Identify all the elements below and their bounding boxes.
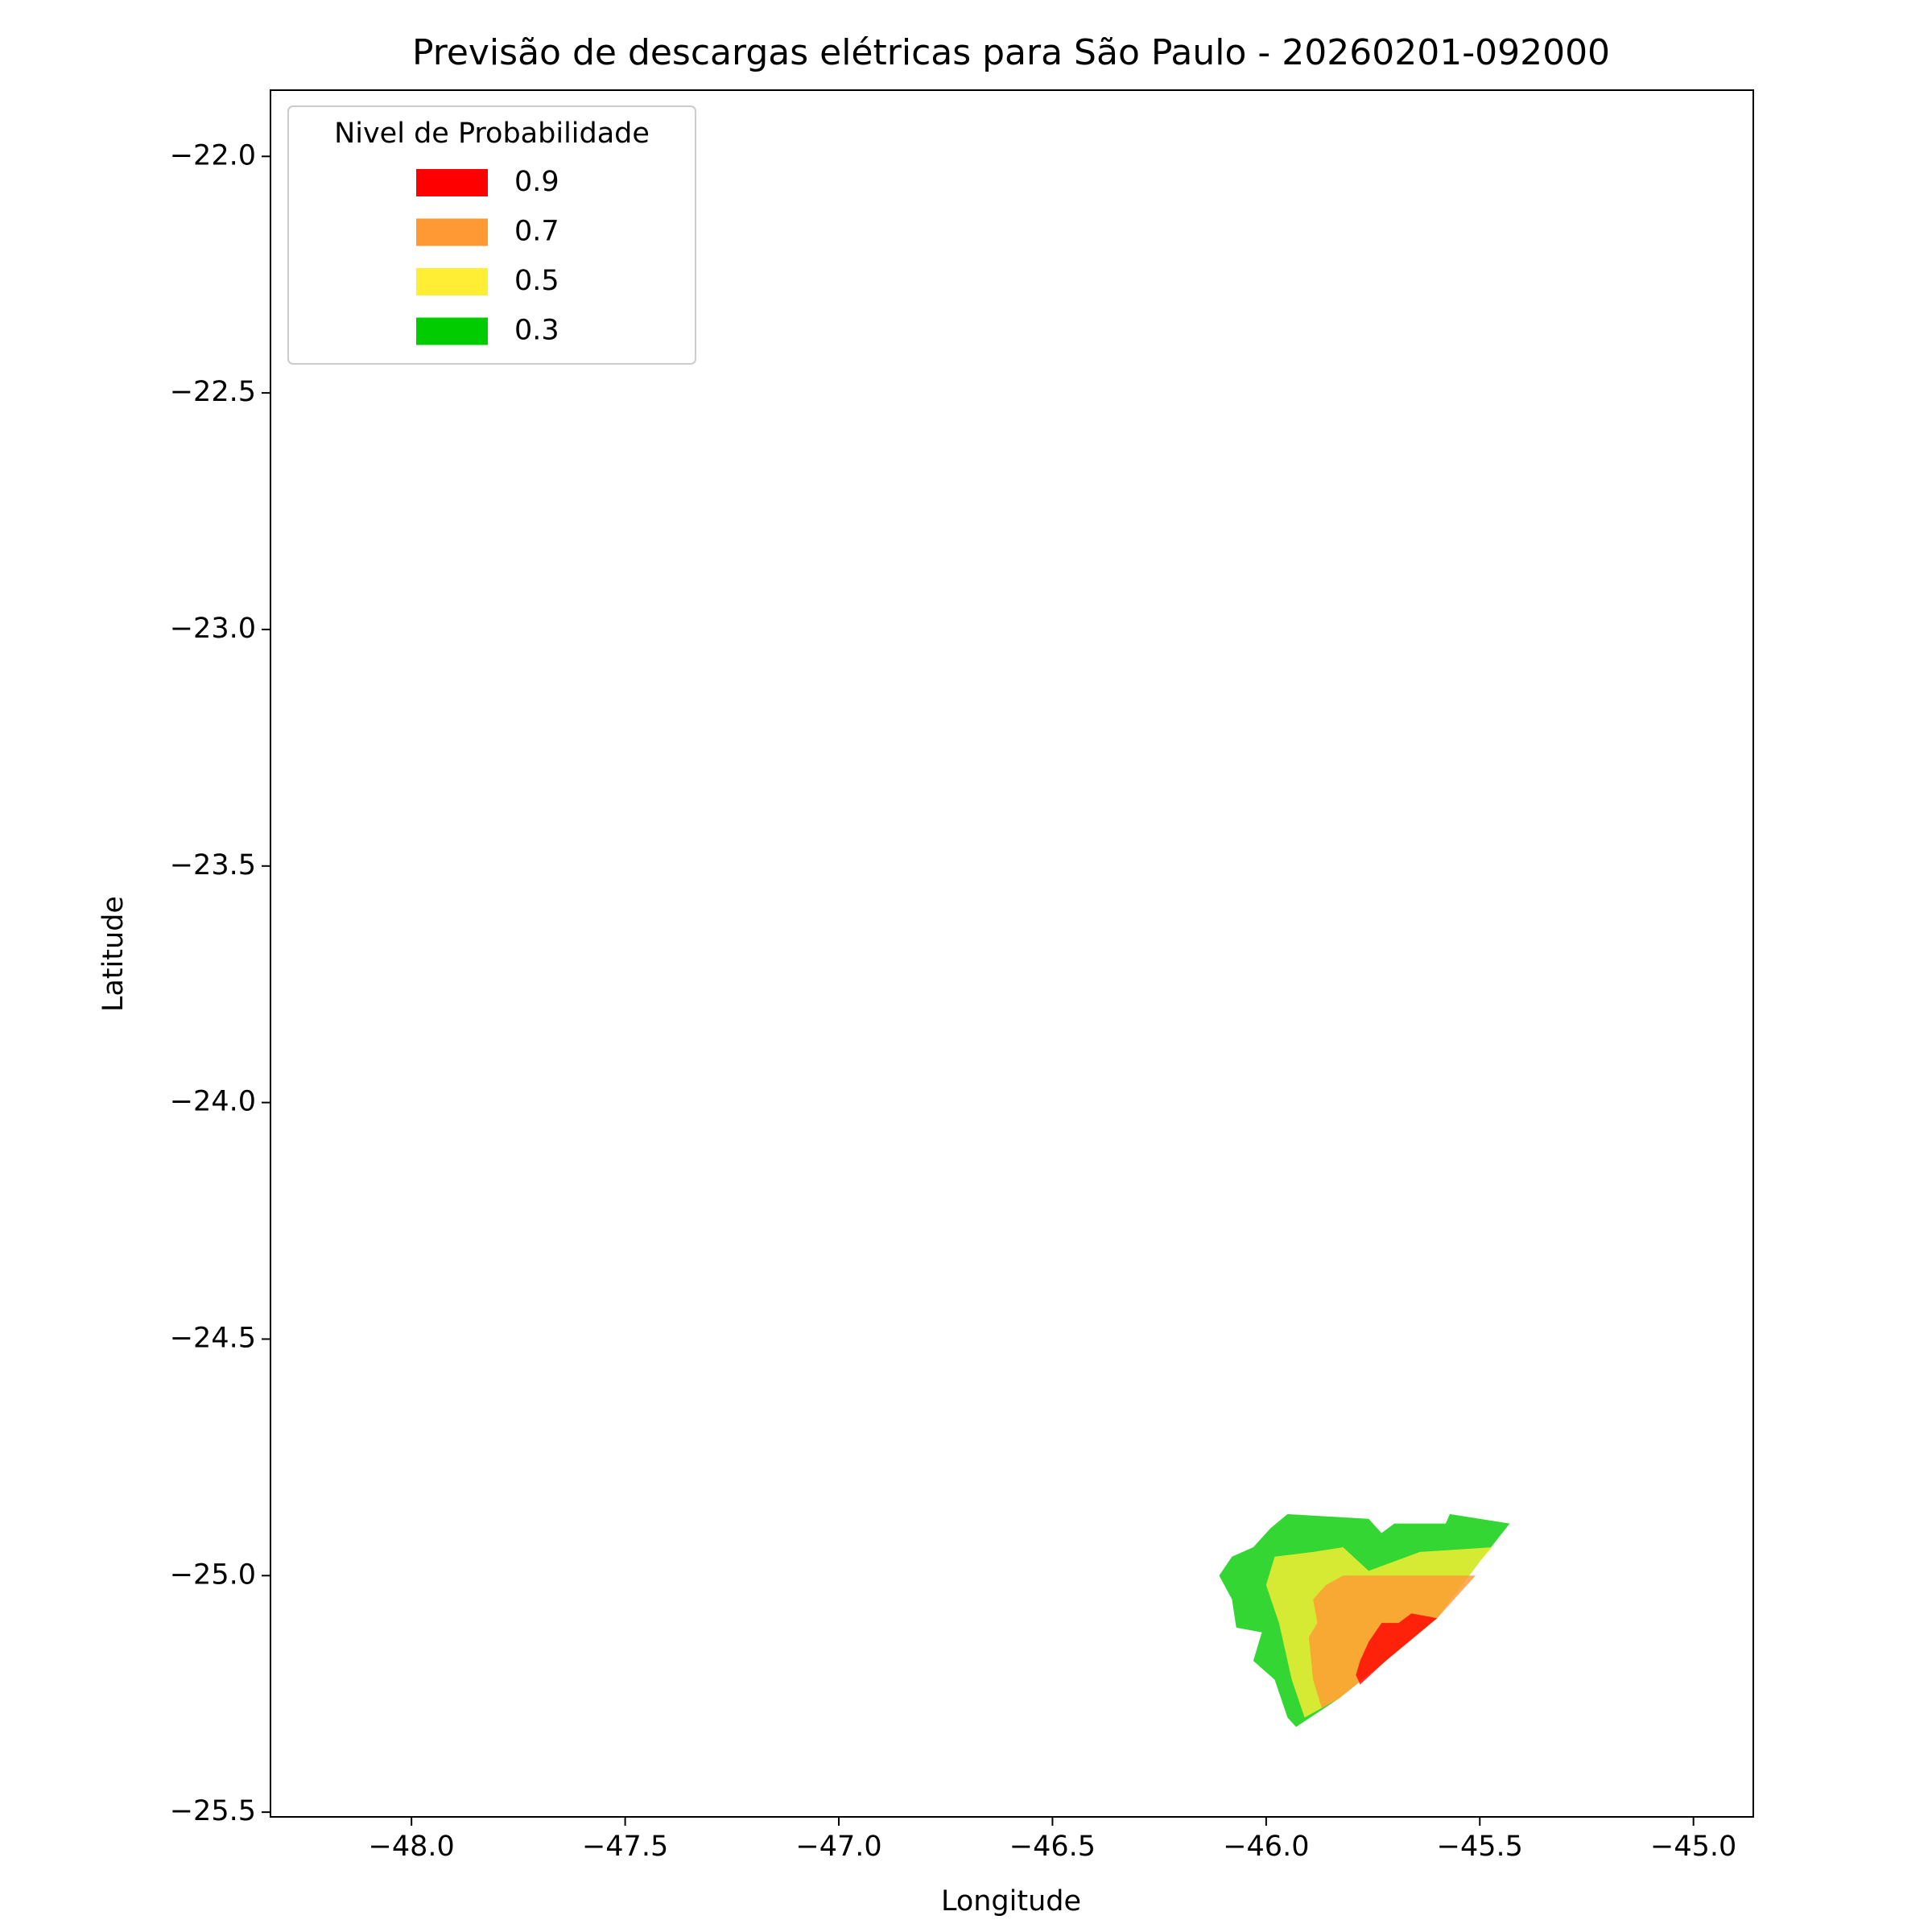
contour-region [1356,1613,1438,1685]
legend-swatch [416,169,488,196]
chart-title: Previsão de descargas elétricas para São… [412,32,1610,73]
legend-box [287,105,696,365]
legend-label: 0.3 [514,315,559,347]
x-tick-label: −47.0 [795,1831,881,1863]
x-tick-label: −46.5 [1009,1831,1096,1863]
axes-frame [270,89,1754,1818]
legend-label: 0.7 [514,216,559,248]
legend-swatch [416,218,488,246]
legend-swatch [416,268,488,295]
x-tick-label: −45.0 [1650,1831,1736,1863]
legend-label: 0.5 [514,265,559,297]
legend-title: Nivel de Probabilidade [334,118,650,150]
x-tick-label: −48.0 [369,1831,455,1863]
y-axis-label: Latitude [97,896,130,1012]
x-tick-label: −45.5 [1437,1831,1523,1863]
y-tick-label: −24.5 [170,1322,256,1354]
y-tick-label: −24.0 [170,1086,256,1118]
y-tick-label: −22.5 [170,376,256,408]
x-tick-label: −47.5 [582,1831,668,1863]
y-tick-label: −25.5 [170,1795,256,1827]
legend-swatch [416,317,488,345]
y-tick-label: −23.5 [170,849,256,881]
y-tick-label: −25.0 [170,1558,256,1591]
y-tick-label: −23.0 [170,613,256,645]
x-axis-label: Longitude [941,1885,1081,1918]
legend-label: 0.9 [514,166,559,198]
y-tick-label: −22.0 [170,139,256,171]
x-tick-label: −46.0 [1223,1831,1309,1863]
